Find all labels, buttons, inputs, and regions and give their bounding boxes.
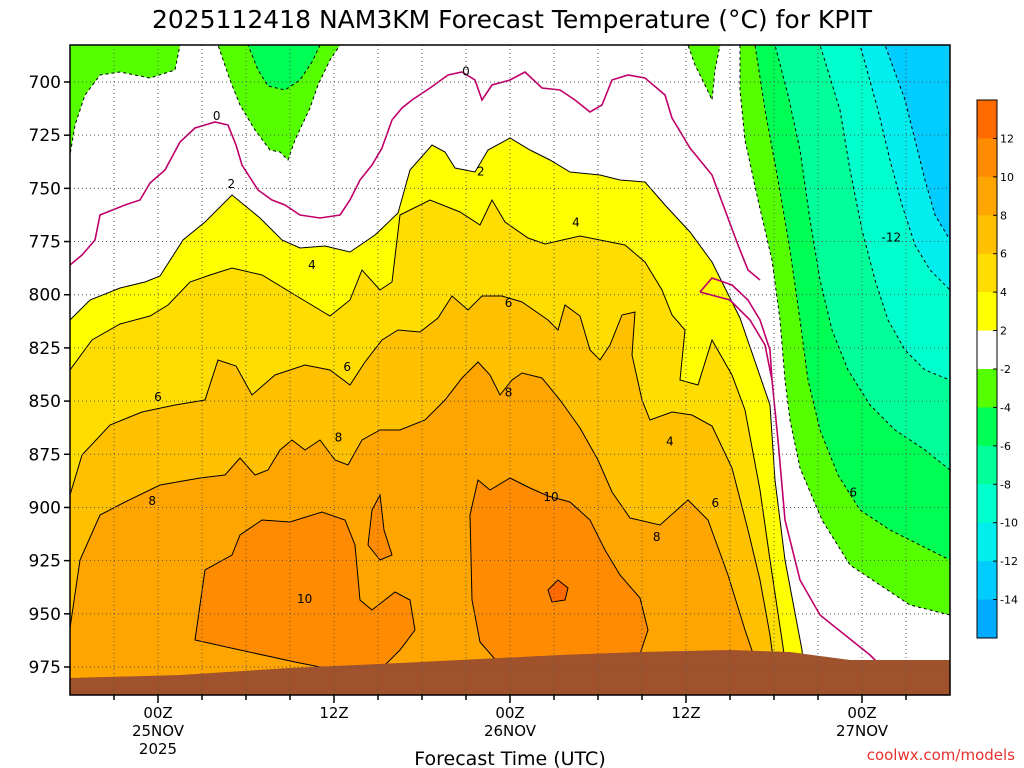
y-tick-label: 700	[29, 73, 61, 93]
chart-title: 2025112418 NAM3KM Forecast Temperature (…	[152, 5, 873, 34]
contour-label: 8	[505, 386, 513, 400]
cold-top-left	[70, 45, 181, 156]
contour-label: 2	[228, 177, 236, 191]
zero-isotherm-inner	[699, 277, 773, 381]
colorbar-bin	[977, 484, 997, 524]
contour-labels: 0 0 2 2 4 4 6 6 6 8 8 4 10 6 8 8 6 -12 10	[148, 64, 901, 606]
colorbar-tick-label: -10	[1000, 517, 1018, 530]
y-tick-label: 875	[29, 445, 61, 465]
contour-label: 0	[213, 109, 221, 123]
colorbar-bin	[977, 292, 997, 332]
x-tick-label: 12Z	[319, 704, 348, 722]
contour-label: 10	[543, 490, 558, 504]
contour-label: 0	[462, 64, 470, 78]
contour-label: 6	[505, 296, 513, 310]
contour-label: 6	[154, 390, 162, 404]
y-tick-label: 725	[29, 126, 61, 146]
colorbar-bin	[977, 445, 997, 485]
temp-blob-small	[367, 493, 393, 561]
colorbar: 12 10 8 6 4 2 -2 -4 -6 -8 -10 -12 -14	[976, 99, 1018, 639]
colorbar-tick-label: -6	[1000, 440, 1011, 453]
colorbar-tick-label: 6	[1000, 248, 1007, 261]
y-tick-label: 775	[29, 233, 61, 253]
contour-label: 4	[666, 435, 674, 449]
y-tick-label: 750	[29, 179, 61, 199]
contour-label: 8	[335, 430, 343, 444]
cold-band-12-14	[884, 45, 950, 241]
colorbar-tick-label: 8	[1000, 209, 1007, 222]
cold-top-mid-inner	[247, 45, 321, 91]
y-tick-label: 850	[29, 392, 61, 412]
contour-label: -12	[882, 230, 902, 244]
temp-blob-small-2	[547, 579, 569, 603]
contour-label: 8	[653, 530, 661, 544]
cold-top-right-small	[687, 45, 721, 102]
colorbar-bin	[977, 138, 997, 178]
zero-isotherm	[70, 71, 761, 281]
x-tick-label: 12Z	[671, 704, 700, 722]
x-tick-label: 00Z	[495, 704, 524, 722]
contour-label: 6	[849, 486, 857, 500]
credit-text: coolwx.com/models	[867, 746, 1015, 764]
y-tick-label: 950	[29, 605, 61, 625]
colorbar-bin	[977, 522, 997, 562]
y-tick-label: 975	[29, 658, 61, 678]
contour-label: 6	[712, 496, 720, 510]
cold-top-mid	[217, 45, 341, 161]
y-tick-label: 800	[29, 286, 61, 306]
colorbar-tick-label: -12	[1000, 555, 1018, 568]
colorbar-tick-label: 10	[1000, 171, 1014, 184]
x-tick-label: 00Z	[143, 704, 172, 722]
colorbar-tick-label: -8	[1000, 478, 1011, 491]
colorbar-tick-label: 4	[1000, 286, 1007, 299]
colorbar-bin	[977, 407, 997, 447]
colorbar-tick-label: 2	[1000, 325, 1007, 338]
colorbar-tick-label: -2	[1000, 363, 1011, 376]
x-tick-label: 00Z	[847, 704, 876, 722]
colorbar-bin	[977, 253, 997, 293]
y-tick-label: 825	[29, 339, 61, 359]
colorbar-bin	[977, 100, 997, 139]
contour-label: 4	[308, 258, 316, 272]
contour-label: 4	[572, 215, 580, 229]
colorbar-tick-label: -4	[1000, 401, 1011, 414]
contour-label: 10	[297, 592, 312, 606]
plot-area: 0 0 2 2 4 4 6 6 6 8 8 4 10 6 8 8 6 -12 10	[70, 45, 950, 695]
y-axis: 700 725 750 775 800 825 850 875 900 925 950 975	[29, 73, 70, 678]
colorbar-bin	[977, 599, 997, 639]
y-tick-label: 900	[29, 498, 61, 518]
x-axis-label: Forecast Time (UTC)	[414, 748, 605, 768]
contour-label: 8	[148, 494, 156, 508]
colorbar-bin	[977, 176, 997, 216]
x-tick-label: 2025	[139, 740, 177, 758]
x-tick-label: 26NOV	[484, 722, 537, 740]
grid	[70, 45, 950, 695]
colorbar-tick-label: 12	[1000, 132, 1014, 145]
zero-isotherm-east	[699, 291, 881, 666]
colorbar-bin	[977, 561, 997, 601]
x-tick-label: 25NOV	[132, 722, 185, 740]
y-tick-label: 925	[29, 552, 61, 572]
colorbar-bin	[977, 215, 997, 255]
colorbar-tick-label: -14	[1000, 594, 1018, 607]
colorbar-bin	[977, 330, 997, 370]
contour-label: 6	[343, 360, 351, 374]
contour-label: 2	[477, 164, 485, 178]
colorbar-bin	[977, 369, 997, 408]
x-tick-label: 27NOV	[836, 722, 889, 740]
